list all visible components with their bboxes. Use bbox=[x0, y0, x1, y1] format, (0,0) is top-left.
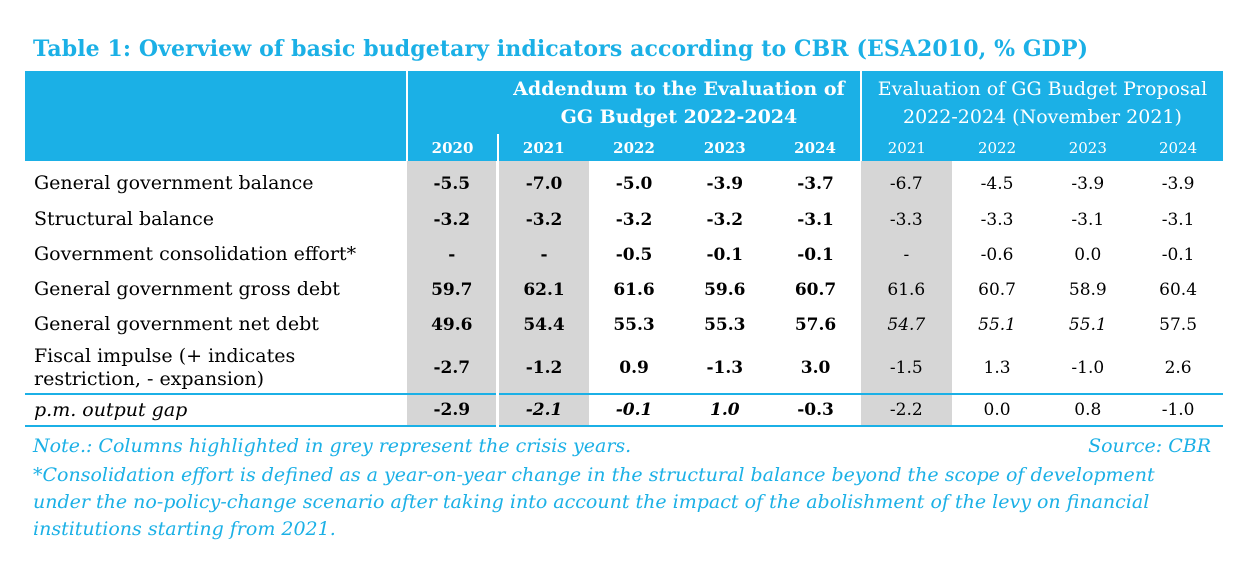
year-header: 2020 bbox=[406, 134, 498, 161]
table-cell: -3.7 bbox=[797, 173, 834, 194]
table-cell: 55.1 bbox=[978, 314, 1016, 335]
table-cell: -5.0 bbox=[615, 173, 653, 194]
table-cell: -1.0 bbox=[1133, 393, 1223, 427]
table-cell: -2.2 bbox=[860, 393, 952, 427]
table-cell: 55.3 bbox=[704, 314, 746, 335]
table-cell: 0.0 bbox=[1074, 244, 1102, 265]
table-cell: -0.1 bbox=[588, 393, 680, 427]
table-cell: -3.1 bbox=[797, 209, 834, 230]
year-header: 2024 bbox=[770, 134, 861, 161]
table-cell: 57.5 bbox=[1159, 314, 1198, 335]
table-cell: 61.6 bbox=[860, 272, 952, 307]
year-header: 2021 bbox=[859, 134, 952, 161]
year-header: 2023 bbox=[1042, 134, 1134, 161]
year-header: 2024 bbox=[1133, 134, 1223, 161]
table-title: Table 1: Overview of basic budgetary ind… bbox=[33, 36, 1089, 62]
table-cell: -1.0 bbox=[1071, 357, 1105, 378]
table-row: General government gross debt 59.7 62.1 … bbox=[25, 272, 1223, 307]
group-header-evaluation: Evaluation of GG Budget Proposal 2022-20… bbox=[859, 71, 1223, 134]
table-cell: 60.7 bbox=[794, 279, 837, 300]
year-header: 2021 bbox=[496, 134, 589, 161]
table-note: Note.: Columns highlighted in grey repre… bbox=[33, 433, 1211, 460]
table-cell: 1.0 bbox=[679, 393, 771, 427]
table-cell: -0.1 bbox=[797, 244, 834, 265]
year-header-blank bbox=[25, 134, 408, 161]
table-cell: -3.9 bbox=[706, 173, 744, 194]
group-header-addendum: Addendum to the Evaluation of GG Budget … bbox=[497, 71, 861, 134]
row-label: Structural balance bbox=[34, 208, 215, 230]
row-label: General government net debt bbox=[34, 313, 319, 335]
year-header: 2022 bbox=[951, 134, 1043, 161]
table-cell: -5.5 bbox=[407, 161, 498, 202]
table-cell: -1.5 bbox=[860, 342, 952, 394]
table-cell: -6.7 bbox=[860, 161, 952, 202]
budget-indicators-table: Addendum to the Evaluation of GG Budget … bbox=[25, 71, 1223, 427]
header-blank-2020 bbox=[406, 71, 498, 134]
year-header: 2022 bbox=[588, 134, 680, 161]
table-cell: - bbox=[407, 237, 498, 272]
table-cell: -2.9 bbox=[407, 393, 498, 427]
year-header: 2023 bbox=[679, 134, 771, 161]
table-cell: -3.2 bbox=[706, 209, 744, 230]
table-row: Structural balance -3.2 -3.2 -3.2 -3.2 -… bbox=[25, 202, 1223, 237]
row-label: Fiscal impulse (+ indicates restriction,… bbox=[34, 344, 296, 390]
table-row: Government consolidation effort* - - -0.… bbox=[25, 237, 1223, 272]
table-cell: 0.9 bbox=[619, 357, 649, 378]
table-cell: -1.2 bbox=[496, 342, 589, 394]
table-cell: 0.0 bbox=[951, 393, 1043, 427]
row-label: p.m. output gap bbox=[25, 393, 408, 427]
row-label: General government gross debt bbox=[34, 278, 340, 300]
table-cell: -0.3 bbox=[770, 393, 861, 427]
table-cell: -1.3 bbox=[706, 357, 744, 378]
table-cell: -3.1 bbox=[1161, 209, 1195, 230]
table-cell: -3.3 bbox=[860, 202, 952, 237]
table-cell: -2.1 bbox=[496, 393, 589, 427]
table-cell: 62.1 bbox=[496, 272, 589, 307]
header-blank bbox=[25, 71, 408, 134]
table-row: Fiscal impulse (+ indicates restriction,… bbox=[25, 342, 1223, 394]
table-cell: - bbox=[496, 237, 589, 272]
table-cell: 1.3 bbox=[983, 357, 1011, 378]
table-row-output-gap: p.m. output gap -2.9 -2.1 -0.1 1.0 -0.3 … bbox=[25, 393, 1223, 427]
table-cell: -3.9 bbox=[1161, 173, 1195, 194]
note-text: Note.: Columns highlighted in grey repre… bbox=[33, 435, 632, 457]
table-cell: -4.5 bbox=[980, 173, 1014, 194]
table-cell: -3.3 bbox=[980, 209, 1014, 230]
table-cell: 58.9 bbox=[1068, 279, 1107, 300]
table-cell: -3.9 bbox=[1071, 173, 1105, 194]
table-cell: -2.7 bbox=[407, 342, 498, 394]
table-cell: -0.1 bbox=[1161, 244, 1195, 265]
table-cell: 54.4 bbox=[496, 307, 589, 342]
table-cell: -7.0 bbox=[496, 161, 589, 202]
table-cell: 59.6 bbox=[704, 279, 746, 300]
table-row: General government net debt 49.6 54.4 55… bbox=[25, 307, 1223, 342]
table-cell: 60.7 bbox=[978, 279, 1016, 300]
table-cell: 60.4 bbox=[1159, 279, 1198, 300]
table-cell: 49.6 bbox=[407, 307, 498, 342]
row-label: General government balance bbox=[34, 172, 314, 194]
table-cell: - bbox=[860, 237, 952, 272]
table-cell: 61.6 bbox=[613, 279, 655, 300]
table-row: General government balance -5.5 -7.0 -5.… bbox=[25, 161, 1223, 202]
table-cell: 57.6 bbox=[794, 314, 837, 335]
table-cell: 54.7 bbox=[860, 307, 952, 342]
footnote: *Consolidation effort is defined as a ye… bbox=[33, 464, 1155, 540]
table-cell: -3.2 bbox=[496, 202, 589, 237]
table-cell: -3.2 bbox=[615, 209, 653, 230]
table-cell: 55.1 bbox=[1068, 314, 1107, 335]
source-text: Source: CBR bbox=[1088, 435, 1211, 457]
table-cell: 3.0 bbox=[800, 357, 831, 378]
table-cell: 0.8 bbox=[1042, 393, 1134, 427]
table-cell: -3.2 bbox=[407, 202, 498, 237]
table-cell: 2.6 bbox=[1164, 357, 1192, 378]
table-cell: -0.1 bbox=[706, 244, 744, 265]
table-cell: 55.3 bbox=[613, 314, 655, 335]
table-cell: -0.5 bbox=[615, 244, 653, 265]
table-cell: -0.6 bbox=[980, 244, 1014, 265]
table-cell: 59.7 bbox=[407, 272, 498, 307]
table-cell: -3.1 bbox=[1071, 209, 1105, 230]
row-label: Government consolidation effort* bbox=[34, 243, 357, 265]
